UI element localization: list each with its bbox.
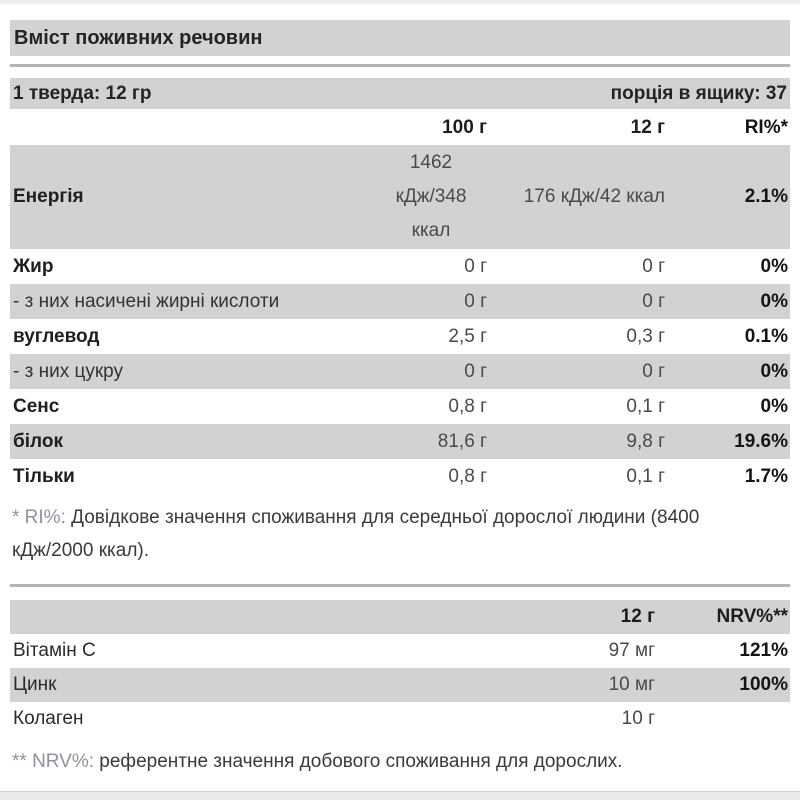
nutrient-label: Енергія xyxy=(13,186,84,207)
nutrient-label: Жир xyxy=(13,255,54,277)
nutrient-ri-percent: 0% xyxy=(760,395,788,417)
nutrient-value-12g: 0,1 г xyxy=(626,465,665,487)
table-row: білок 81,6 г 9,8 г 19.6% xyxy=(10,424,790,459)
ri-footnote: * RI%: Довідкове значення споживання для… xyxy=(10,501,742,567)
table-row: Жир 0 г 0 г 0% xyxy=(10,249,790,284)
content: Вміст поживних речовин 1 тверда: 12 гр п… xyxy=(10,0,790,778)
nutrient-ri-percent: 2.1% xyxy=(744,186,788,207)
table-row: Сенс 0,8 г 0,1 г 0% xyxy=(10,389,790,424)
nutrient-value-12g: 0,1 г xyxy=(626,395,665,417)
vitamin-value-12g: 10 г xyxy=(621,708,655,729)
serving-size-label: 1 тверда: 12 гр xyxy=(13,82,152,104)
column-header-100g: 100 г xyxy=(442,117,487,138)
top-strip xyxy=(0,0,800,4)
table-row: - з них цукру 0 г 0 г 0% xyxy=(10,354,790,389)
table-row: вуглевод 2,5 г 0,3 г 0.1% xyxy=(10,319,790,354)
nutrient-label: - з них насичені жирні кислоти xyxy=(13,290,280,312)
nrv-footnote-marker: ** NRV%: xyxy=(12,751,95,772)
nutrient-value-12g: 0,3 г xyxy=(626,325,665,347)
vitamin-nrv-percent: 100% xyxy=(739,674,788,695)
ri-footnote-text: Довідкове значення споживання для середн… xyxy=(12,507,700,561)
nutrient-value-100g: 2,5 г xyxy=(448,325,487,347)
vitamin-label: Цинк xyxy=(13,674,57,695)
table-row: Вітамін C 97 мг 121% xyxy=(10,634,790,668)
vitamin-nrv-percent: 121% xyxy=(739,640,788,661)
vitamin-header-row: 12 г NRV%** xyxy=(10,600,790,634)
nutrient-value-100g: 0,8 г xyxy=(448,465,487,487)
nutrient-value-100g: 1462 кДж/348 ккал xyxy=(395,152,467,241)
column-header-nrv: NRV%** xyxy=(716,606,788,627)
nutrient-ri-percent: 0.1% xyxy=(744,325,788,347)
nutrient-label: - з них цукру xyxy=(13,360,124,382)
nutrient-label: білок xyxy=(13,430,63,452)
section-title-bar: Вміст поживних речовин xyxy=(10,20,790,56)
nutrient-label: Тільки xyxy=(13,465,75,487)
nutrient-value-12g: 0 г xyxy=(642,290,665,312)
table-header-row: 100 г 12 г RI%* xyxy=(10,111,790,145)
nutrient-ri-percent: 1.7% xyxy=(744,465,788,487)
table-row: - з них насичені жирні кислоти 0 г 0 г 0… xyxy=(10,284,790,319)
vitamin-label: Вітамін C xyxy=(13,640,96,661)
vitamin-label: Колаген xyxy=(13,708,84,729)
nutrient-value-12g: 0 г xyxy=(642,255,665,277)
nutrient-value-100g: 81,6 г xyxy=(437,430,487,452)
vitamin-value-12g: 10 мг xyxy=(608,674,655,695)
nutrition-table: 100 г 12 г RI%* Енергія 1462 кДж/348 кка… xyxy=(10,111,790,494)
column-header-ri: RI%* xyxy=(744,117,788,138)
table-row: Цинк 10 мг 100% xyxy=(10,668,790,702)
page-title: Вміст поживних речовин xyxy=(14,26,263,49)
nutrient-ri-percent: 0% xyxy=(760,255,788,277)
divider-line xyxy=(10,64,790,67)
nutrient-label: Сенс xyxy=(13,395,60,417)
nutrient-value-100g: 0 г xyxy=(464,290,487,312)
nutrient-label: вуглевод xyxy=(13,325,100,347)
nutrient-value-12g: 9,8 г xyxy=(626,430,665,452)
nutrient-value-12g: 176 кДж/42 ккал xyxy=(523,186,665,207)
table-row: Енергія 1462 кДж/348 ккал 176 кДж/42 кка… xyxy=(10,145,790,249)
column-header-12g: 12 г xyxy=(630,117,665,138)
nutrient-ri-percent: 0% xyxy=(760,290,788,312)
divider-line xyxy=(10,584,790,587)
bottom-strip xyxy=(0,791,800,800)
nutrient-value-12g: 0 г xyxy=(642,360,665,382)
nutrient-value-100g: 0 г xyxy=(464,360,487,382)
ri-footnote-marker: * RI%: xyxy=(12,507,66,528)
servings-per-box-label: порція в ящику: 37 xyxy=(610,82,787,104)
vitamin-table: 12 г NRV%** Вітамін C 97 мг 121% Цинк 10… xyxy=(10,600,790,736)
nrv-footnote: ** NRV%: референтне значення добового сп… xyxy=(10,745,790,778)
table-row: Колаген 10 г xyxy=(10,702,790,736)
vitamin-value-12g: 97 мг xyxy=(608,640,655,661)
nrv-footnote-text: референтне значення добового споживання … xyxy=(99,751,623,772)
serving-info-bar: 1 тверда: 12 гр порція в ящику: 37 xyxy=(10,78,790,109)
nutrient-value-100g: 0 г xyxy=(464,255,487,277)
nutrient-value-100g: 0,8 г xyxy=(448,395,487,417)
column-header-12g: 12 г xyxy=(620,606,655,627)
nutrient-ri-percent: 0% xyxy=(760,360,788,382)
table-row: Тільки 0,8 г 0,1 г 1.7% xyxy=(10,459,790,494)
nutrient-ri-percent: 19.6% xyxy=(734,430,788,452)
